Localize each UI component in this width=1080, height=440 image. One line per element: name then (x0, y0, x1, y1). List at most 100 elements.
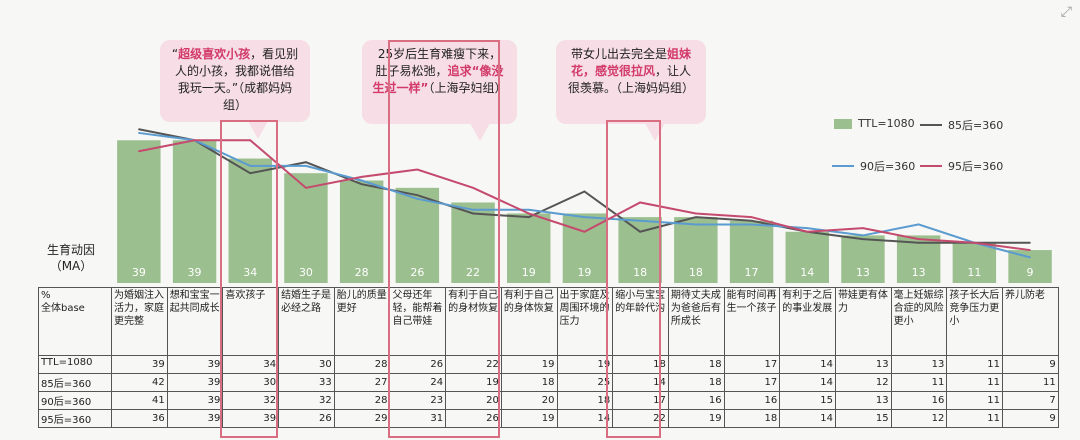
table-row-label: TTL=1080 (38, 355, 112, 374)
point-line-90 (1029, 256, 1031, 259)
table-cell: 14 (779, 409, 836, 428)
point-line-95 (862, 227, 864, 229)
bar-ttl (729, 220, 774, 283)
point-line-95 (305, 187, 307, 189)
legend-95: 95后=360 (920, 158, 1003, 174)
table-cell: 39 (166, 409, 224, 428)
bar-ttl (952, 242, 997, 283)
table-header-cell: 为婚姻注入活力，家庭更完整 (111, 287, 168, 356)
table-row: TTL=1080 39 39 34 30 28 26 22 19 19 18 18 17 14 13 13 11… (38, 355, 1059, 374)
point-line-85 (917, 241, 920, 244)
table-cell: 9 (1002, 355, 1059, 374)
bar-value-label: 39 (132, 266, 146, 279)
bar-ttl (841, 235, 885, 283)
point-line-95 (973, 241, 976, 244)
table-cell: 19 (500, 409, 558, 428)
table-cell: 39 (166, 391, 224, 410)
bar-value-label: 18 (689, 266, 703, 279)
table-cell: 39 (111, 355, 168, 374)
point-line-90 (695, 223, 697, 226)
table-header-cell: 结婚生子是必经之路 (278, 287, 335, 356)
point-line-85 (472, 212, 474, 215)
legend-90: 90后=360 (832, 158, 915, 174)
table-cell: 18 (667, 373, 725, 392)
table-cell: 19 (500, 355, 558, 374)
table-cell: 11 (946, 373, 1003, 392)
point-line-90 (416, 198, 419, 200)
table-row-label: 85后=360 (38, 373, 112, 392)
table-cell: 13 (834, 355, 892, 374)
point-line-90 (862, 234, 864, 237)
table-cell: 17 (723, 373, 781, 392)
table-cell: 13 (890, 355, 948, 374)
table-cell: 26 (278, 409, 335, 428)
table-cell: 39 (222, 409, 280, 428)
bar-ttl (172, 140, 217, 283)
table-row: 95后=360 36 39 39 26 29 31 26 19 14 22 19 18 14 15 12 11 9 (38, 409, 1059, 428)
point-line-85 (138, 128, 140, 131)
callout-tail (248, 121, 268, 139)
point-line-90 (360, 179, 363, 182)
legend-ttl: TTL=1080 (834, 117, 915, 130)
table-cell: 13 (834, 391, 892, 410)
table-cell: 18 (556, 391, 614, 410)
point-line-95 (472, 187, 474, 189)
table-cell: 18 (500, 373, 558, 392)
point-line-95 (249, 139, 252, 142)
point-line-85 (249, 172, 252, 174)
point-line-85 (527, 216, 530, 218)
legend-85: 85后=360 (920, 117, 1003, 133)
table-cell: 39 (166, 373, 224, 392)
table-row: 85后=360 42 39 30 33 27 24 19 18 25 14 18 17 14 12 11 11 1… (38, 373, 1059, 392)
point-line-95 (360, 176, 363, 178)
bar-value-label: 14 (800, 266, 814, 279)
table-header-cell: 毫上妊娠综合症的风险更小 (890, 287, 948, 356)
bar-ttl (507, 213, 551, 283)
point-line-95 (639, 201, 641, 204)
table-cell: 39 (166, 355, 224, 374)
table-cell: 20 (500, 391, 558, 410)
point-line-95 (416, 168, 419, 171)
table-cell: 12 (890, 409, 948, 428)
table-cell: 14 (779, 373, 836, 392)
point-line-85 (1029, 241, 1031, 244)
table-header-cell: 有利于自己的身体恢复 (500, 287, 558, 356)
table-header-cell: 能有时间再生一个孩子 (723, 287, 781, 356)
point-line-90 (249, 165, 252, 167)
legend-label-85: 85后=360 (948, 119, 1004, 132)
table-cell: 42 (111, 373, 168, 392)
table-cell: 17 (723, 355, 781, 374)
table-cell: 11 (946, 391, 1003, 410)
point-line-90 (806, 227, 809, 229)
bar-ttl (117, 140, 161, 283)
point-line-95 (583, 230, 586, 233)
point-line-85 (583, 190, 586, 193)
table-cell: 15 (834, 409, 892, 428)
table-cell: 30 (278, 355, 335, 374)
bar-value-label: 19 (522, 266, 536, 279)
callout-body-recovery: 25岁后生育难瘦下来，肚子易松弛，追求“像没生过一样”（上海孕妇组） (362, 40, 517, 124)
bar-value-label: 39 (188, 266, 202, 279)
point-line-90 (472, 209, 474, 211)
table-cell: 11 (946, 355, 1003, 374)
table-cell: 33 (278, 373, 335, 392)
callout-sisters: 带女儿出去完全是姐妹花，感觉很拉风，让人很羡慕。（上海妈妈组） (556, 40, 706, 124)
callout-tail (470, 123, 490, 141)
point-line-85 (695, 216, 697, 218)
table-cell: 11 (890, 373, 948, 392)
expand-icon[interactable]: ⤢ (1060, 4, 1072, 20)
bar-value-label: 13 (856, 266, 870, 279)
bar-value-label: 26 (410, 266, 424, 279)
highlight-frame-body (388, 40, 500, 438)
table-header-cell: 期待丈夫成为爸爸后有所成长 (667, 287, 725, 356)
point-line-95 (527, 212, 530, 215)
bar-value-label: 19 (577, 266, 591, 279)
table-cell: 12 (834, 373, 892, 392)
callout-text: 带女儿出去完全是 (570, 47, 667, 61)
bar-value-label: 17 (745, 266, 759, 279)
table-cell: 15 (779, 391, 836, 410)
legend-swatch-85 (920, 124, 942, 126)
point-line-90 (527, 209, 530, 211)
point-line-95 (750, 216, 753, 218)
